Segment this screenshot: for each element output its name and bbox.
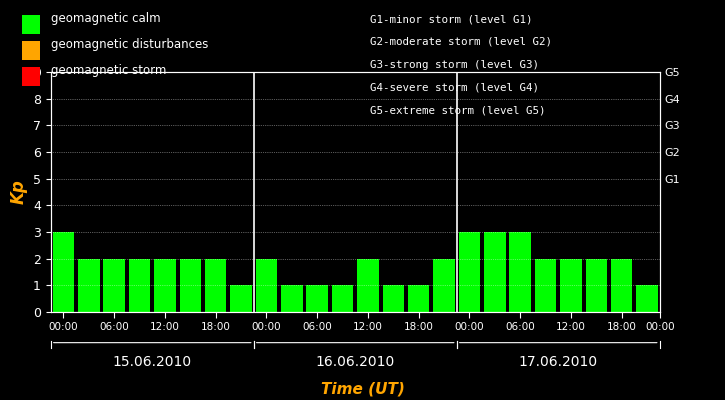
Bar xyxy=(256,259,277,312)
Text: geomagnetic disturbances: geomagnetic disturbances xyxy=(51,38,208,51)
Bar xyxy=(53,232,74,312)
Bar xyxy=(231,285,252,312)
Text: Time (UT): Time (UT) xyxy=(320,381,405,396)
Bar xyxy=(611,259,632,312)
Bar xyxy=(78,259,99,312)
Bar xyxy=(332,285,353,312)
Bar xyxy=(434,259,455,312)
Text: G3-strong storm (level G3): G3-strong storm (level G3) xyxy=(370,60,539,70)
Bar xyxy=(408,285,429,312)
Bar xyxy=(383,285,404,312)
Bar xyxy=(357,259,378,312)
Bar xyxy=(281,285,302,312)
Text: 17.06.2010: 17.06.2010 xyxy=(518,355,598,369)
Bar xyxy=(637,285,658,312)
Text: geomagnetic calm: geomagnetic calm xyxy=(51,12,160,25)
Bar xyxy=(205,259,226,312)
Bar xyxy=(104,259,125,312)
Text: G5-extreme storm (level G5): G5-extreme storm (level G5) xyxy=(370,105,545,115)
Text: G2-moderate storm (level G2): G2-moderate storm (level G2) xyxy=(370,37,552,47)
Bar xyxy=(129,259,150,312)
Bar xyxy=(560,259,581,312)
Text: 16.06.2010: 16.06.2010 xyxy=(315,355,395,369)
Bar xyxy=(180,259,201,312)
Text: 15.06.2010: 15.06.2010 xyxy=(112,355,192,369)
Bar xyxy=(459,232,480,312)
Bar xyxy=(586,259,607,312)
Text: G1-minor storm (level G1): G1-minor storm (level G1) xyxy=(370,14,532,24)
Y-axis label: Kp: Kp xyxy=(9,180,28,204)
Text: geomagnetic storm: geomagnetic storm xyxy=(51,64,166,77)
Text: G4-severe storm (level G4): G4-severe storm (level G4) xyxy=(370,82,539,92)
Bar xyxy=(510,232,531,312)
Bar xyxy=(154,259,175,312)
Bar xyxy=(307,285,328,312)
Bar xyxy=(484,232,505,312)
Bar xyxy=(535,259,556,312)
